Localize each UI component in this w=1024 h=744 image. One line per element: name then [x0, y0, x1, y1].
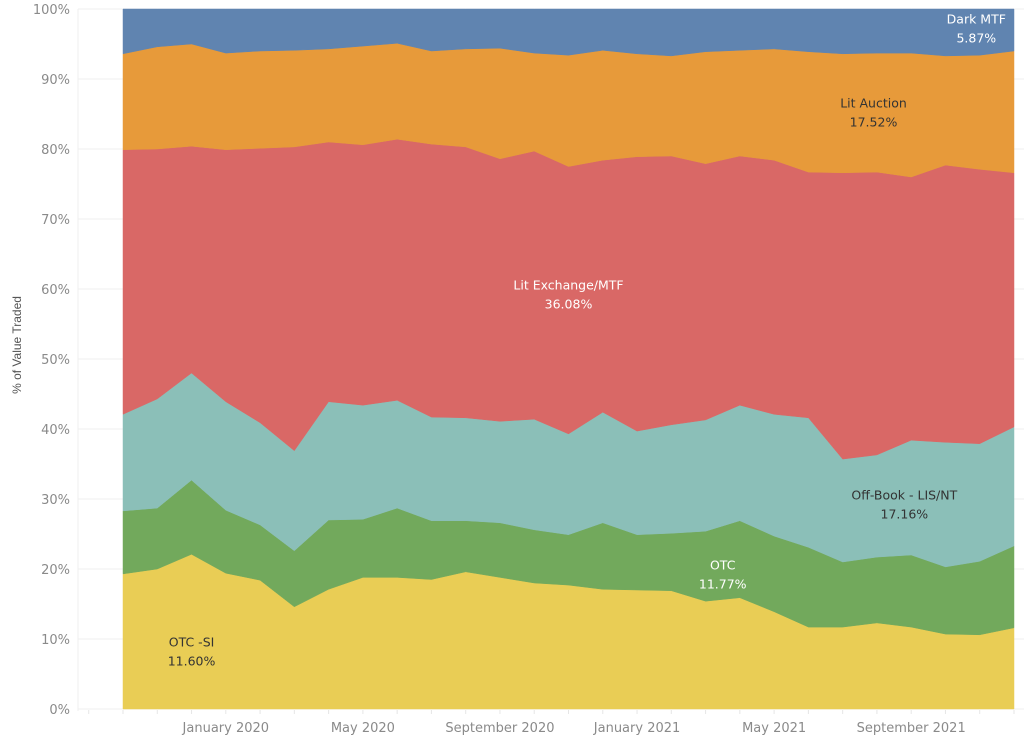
area-label-share: 5.87% — [956, 31, 996, 46]
area-label-name: Off-Book - LIS/NT — [851, 488, 957, 503]
x-tick-label: January 2021 — [593, 721, 681, 736]
area-labels: OTC -SI 11.60% OTC 11.77% Off-Book - LIS/NT 1… — [168, 12, 1006, 669]
area-label-share: 17.52% — [850, 115, 898, 130]
area-label-name: OTC -SI — [169, 635, 215, 650]
y-tick-label: 50% — [41, 353, 70, 368]
y-tick-label: 100% — [33, 3, 70, 18]
area-label-name: OTC — [710, 558, 736, 573]
y-tick-label: 40% — [41, 423, 70, 438]
x-tick-label: January 2020 — [182, 721, 270, 736]
area-label-name: Dark MTF — [947, 12, 1006, 27]
area-label-share: 11.77% — [699, 577, 747, 592]
y-tick-label: 60% — [41, 283, 70, 298]
y-tick-label: 30% — [41, 493, 70, 508]
area-label-name: Lit Exchange/MTF — [513, 278, 623, 293]
y-tick-label: 90% — [41, 73, 70, 88]
x-tick-label: September 2021 — [857, 721, 966, 736]
y-tick-label: 10% — [41, 633, 70, 648]
area-series — [122, 8, 1015, 710]
y-tick-label: 20% — [41, 563, 70, 578]
y-axis: 0% 10% 20% 30% 40% 50% 60% 70% 80% 90% 100% — [33, 3, 70, 718]
y-tick-label: 70% — [41, 213, 70, 228]
x-tick-label: May 2020 — [331, 721, 395, 736]
area-dark-mtf — [122, 8, 1015, 57]
y-tick-label: 0% — [49, 703, 70, 718]
x-tick-label: September 2020 — [445, 721, 554, 736]
x-axis: January 2020 May 2020 September 2020 Januar… — [88, 710, 1015, 736]
area-label-share: 36.08% — [545, 297, 593, 312]
x-tick-label: May 2021 — [742, 721, 806, 736]
area-label-name: Lit Auction — [840, 96, 907, 111]
area-label-share: 11.60% — [168, 654, 216, 669]
area-label-share: 17.16% — [881, 507, 929, 522]
y-axis-title: % of Value Traded — [10, 296, 24, 394]
y-tick-label: 80% — [41, 143, 70, 158]
